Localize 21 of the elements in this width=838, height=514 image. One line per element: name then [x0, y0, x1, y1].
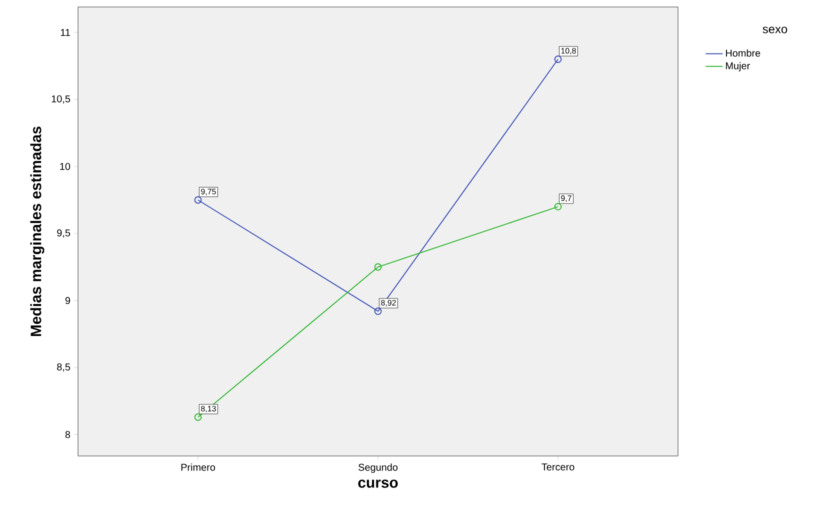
legend-label: Mujer — [726, 62, 750, 72]
point — [554, 56, 562, 63]
point — [194, 196, 202, 204]
y-tick-label: 10 — [60, 162, 70, 170]
y-axis-title: Medias marginales estimadas — [30, 126, 44, 336]
point — [194, 413, 202, 421]
x-tick-label: Tercero — [542, 464, 574, 470]
x-tick-label: Primero — [181, 464, 216, 471]
point — [554, 202, 562, 210]
x-axis-title: curso — [358, 480, 398, 488]
y-tick-label: 8,5 — [57, 363, 70, 372]
x-tick-label: Segundo — [358, 464, 398, 473]
y-tick-label: 8 — [65, 431, 70, 438]
point — [374, 308, 382, 315]
legend-title: sexo — [762, 26, 788, 34]
y-tick-label: 9,5 — [57, 229, 70, 238]
y-tick-label: 10,5 — [52, 95, 70, 104]
y-tick-label: 11 — [60, 29, 70, 36]
legend-label: Hombre — [726, 49, 760, 57]
y-tick-label: 9 — [65, 296, 70, 304]
point — [374, 263, 382, 271]
